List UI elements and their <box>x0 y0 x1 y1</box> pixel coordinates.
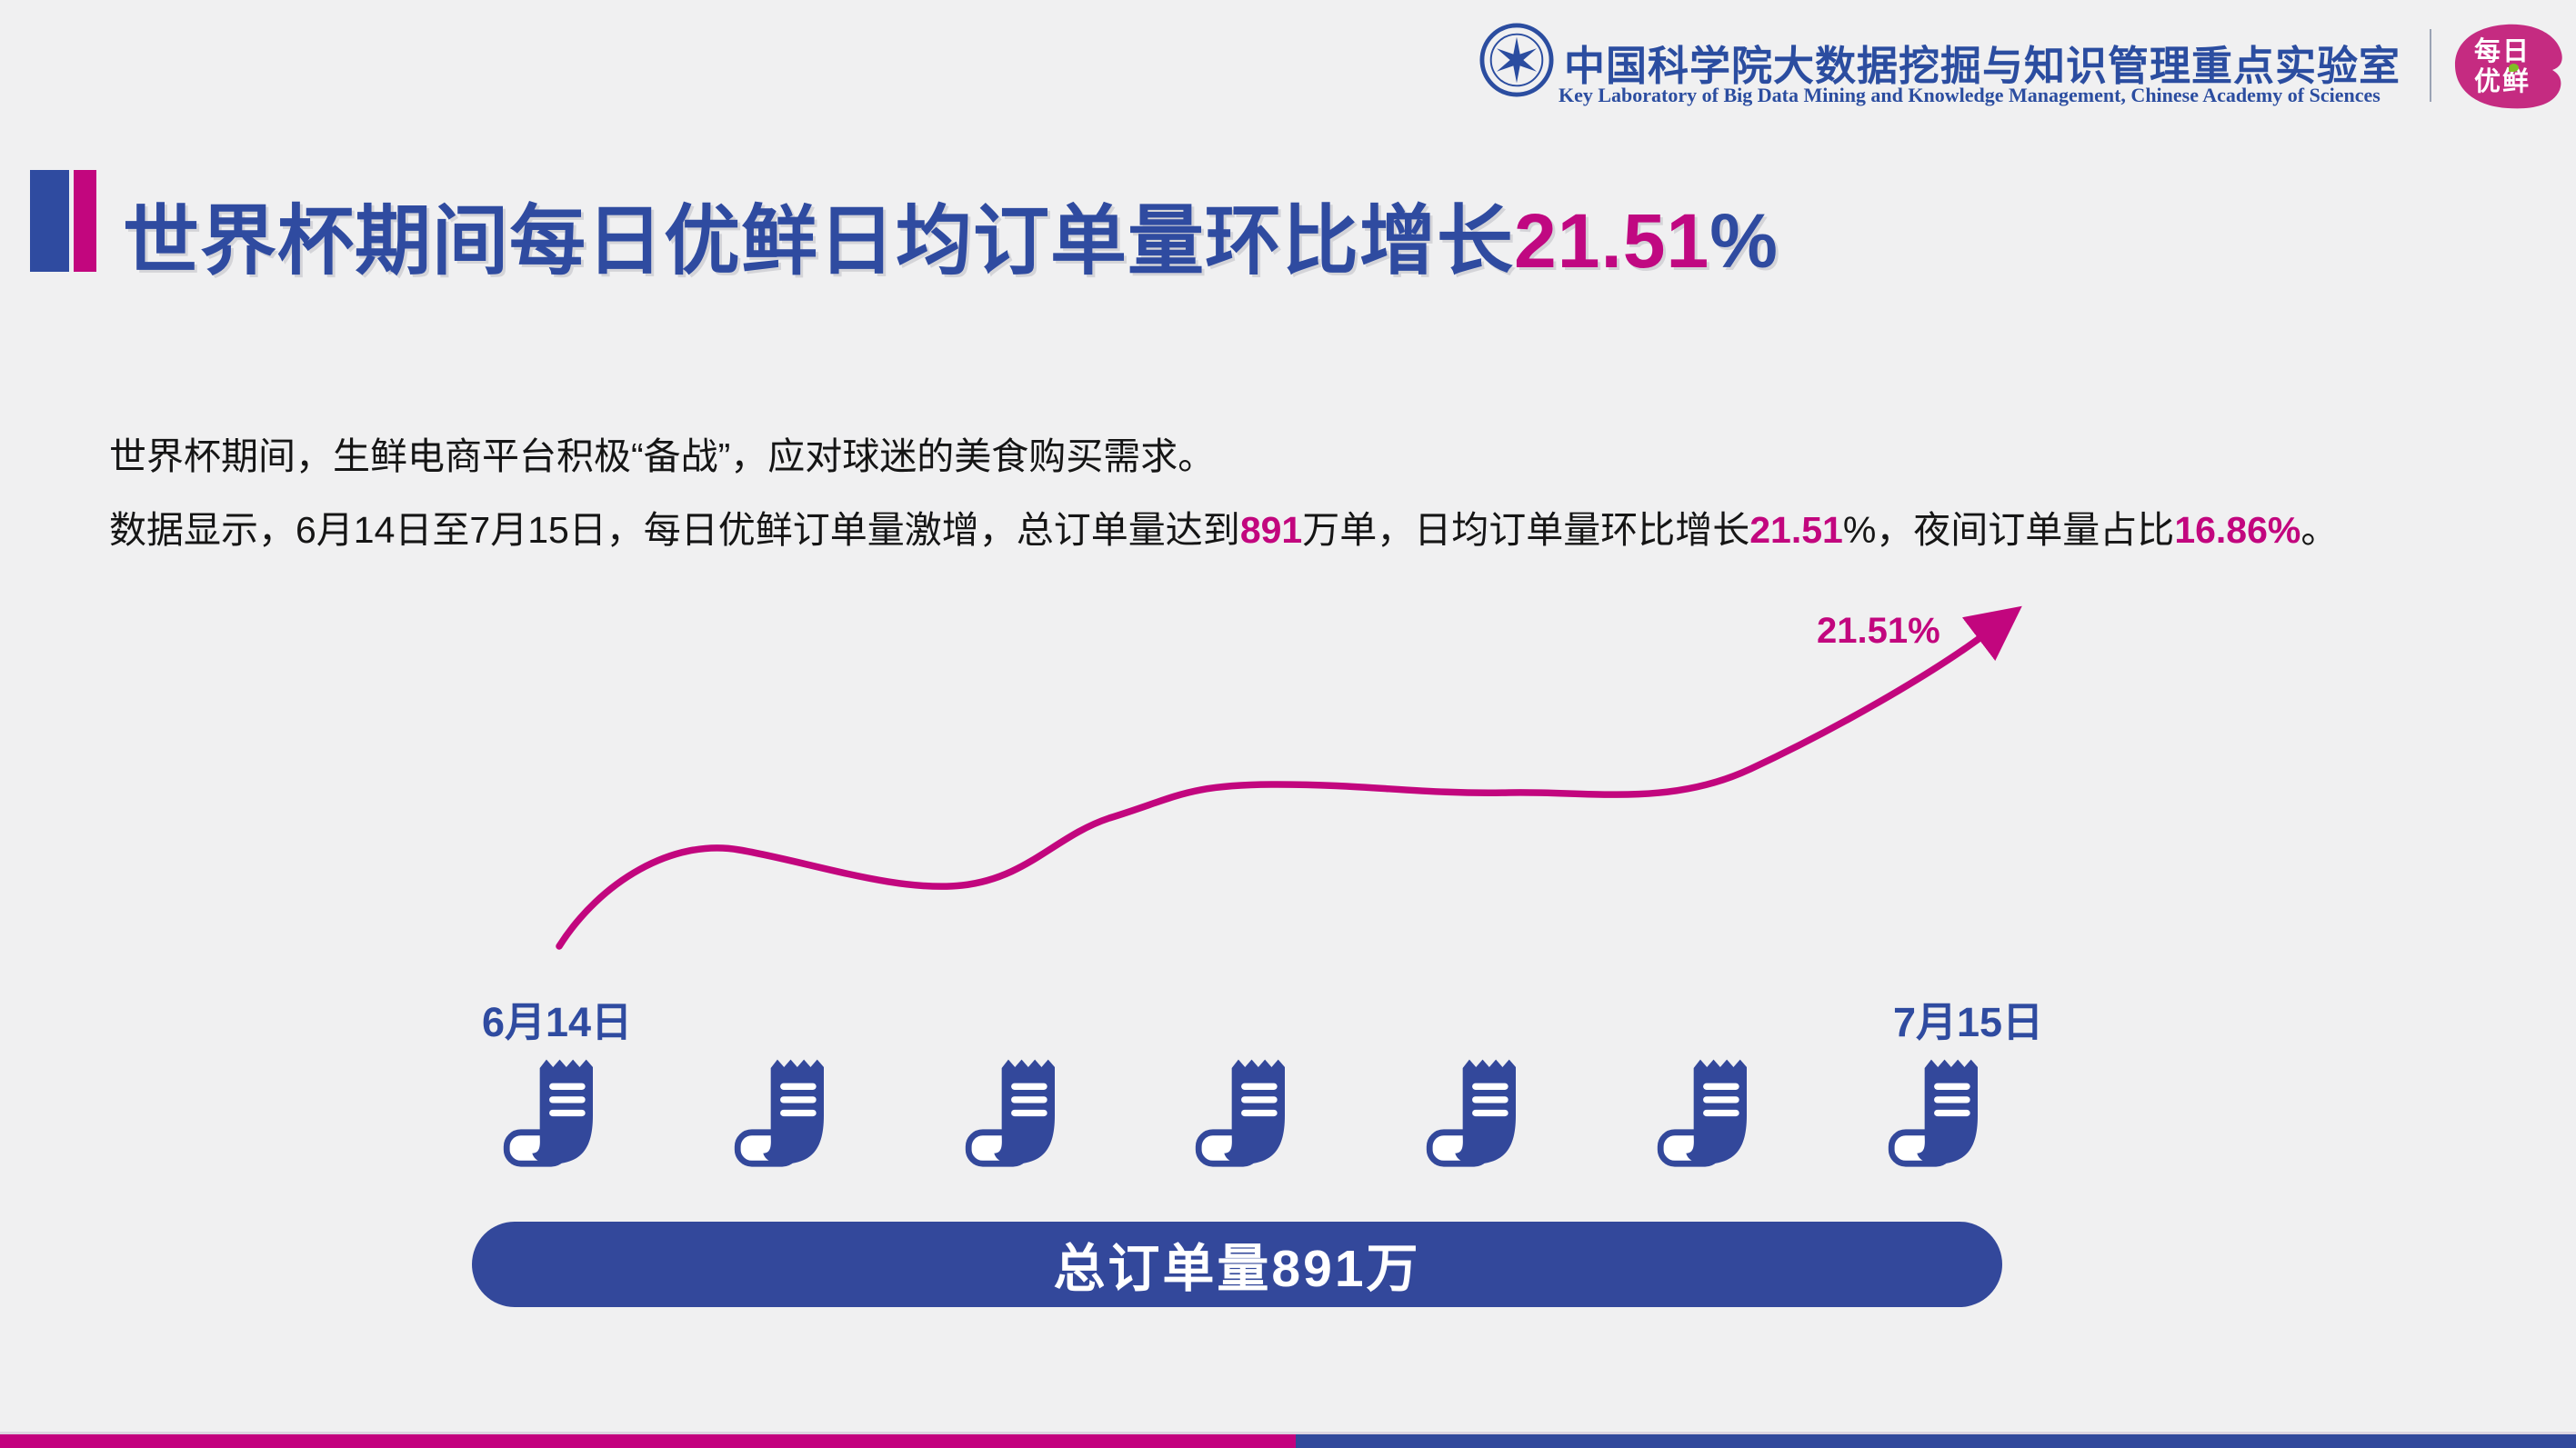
body-line2-seg2: 万单，日均订单量环比增长 <box>1302 509 1750 551</box>
title-accent-blue <box>30 170 69 272</box>
body-line-2: 数据显示，6月14日至7月15日，每日优鲜订单量激增，总订单量达到891万单，日… <box>109 499 2338 554</box>
body-line2-seg4: 。 <box>2300 509 2339 551</box>
receipt-icon <box>1656 1053 1769 1175</box>
lab-name-en: Key Laboratory of Big Data Mining and Kn… <box>1559 84 2381 106</box>
title-suffix: % <box>1709 198 1779 284</box>
growth-label: 21.51% <box>1817 611 1940 651</box>
brand-badge: 每日 优鲜 <box>2451 22 2566 113</box>
receipt-icon <box>964 1053 1078 1175</box>
badge-line2: 优鲜 <box>2473 67 2531 96</box>
growth-value: 21.51 <box>1749 509 1843 551</box>
total-orders-bar-label: 总订单量891万 <box>1053 1240 1421 1298</box>
badge-text: 每日 优鲜 <box>2451 22 2553 113</box>
receipt-icon <box>733 1053 847 1175</box>
body-line2-seg1: 数据显示，6月14日至7月15日，每日优鲜订单量激增，总订单量达到 <box>109 509 1240 551</box>
receipt-icon <box>1425 1053 1539 1175</box>
receipt-row <box>502 1053 2000 1178</box>
date-end-label: 7月15日 <box>1893 999 2044 1045</box>
title-accent-magenta <box>74 170 96 272</box>
body-line-1: 世界杯期间，生鲜电商平台积极“备战”，应对球迷的美食购买需求。 <box>109 435 1216 477</box>
footer-blue-segment <box>1296 1434 2576 1448</box>
receipt-icon <box>1887 1053 2000 1175</box>
receipt-icon <box>502 1053 616 1175</box>
footer-magenta-segment <box>0 1434 1296 1448</box>
header-divider <box>2430 29 2431 102</box>
lab-name-zh: 中国科学院大数据挖掘与知识管理重点实验室 <box>1564 44 2401 89</box>
badge-line1: 每日 <box>2473 37 2531 66</box>
cas-emblem-icon <box>1479 23 1554 97</box>
badge-blob-icon <box>2454 24 2562 109</box>
receipt-icon <box>1194 1053 1308 1175</box>
night-share-value: 16.86% <box>2174 509 2301 551</box>
title-highlight: 21.51 <box>1514 198 1710 284</box>
total-orders-bar: 总订单量891万 <box>472 1222 2002 1307</box>
footer-bar <box>0 1432 2576 1448</box>
page-title: 世界杯期间每日优鲜日均订单量环比增长21.51% <box>123 180 2305 290</box>
date-start-label: 6月14日 <box>482 999 633 1045</box>
leaf-icon <box>2509 64 2519 72</box>
title-main: 世界杯期间每日优鲜日均订单量环比增长 <box>123 198 1515 284</box>
trend-arrow-icon <box>556 605 2022 950</box>
body-line2-seg3: %，夜间订单量占比 <box>1842 509 2175 551</box>
total-orders-value: 891 <box>1239 509 1303 551</box>
